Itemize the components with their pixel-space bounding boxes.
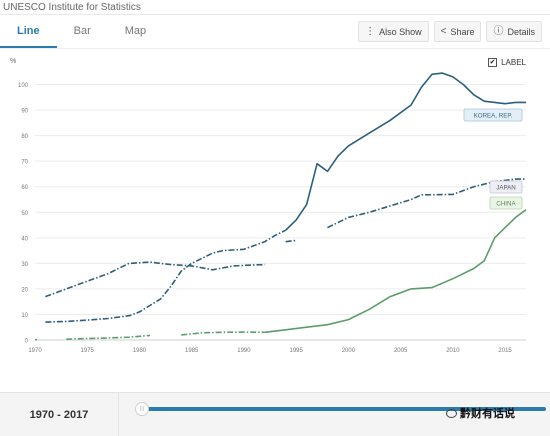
y-tick-label-0: 0: [25, 339, 29, 345]
line-chart: % 0 10 20 30 40 50 60 70 80 90 100 1970 1975 1980 1985 1…: [10, 58, 527, 354]
watermark: 黔财有话说: [446, 405, 515, 421]
app-title: UNESCO Institute for Statistics: [3, 2, 141, 13]
x-tick-label-1995: 1995: [289, 348, 303, 354]
y-tick-label-70: 70: [21, 160, 28, 166]
x-tick-label-1970: 1970: [28, 348, 42, 354]
range-label: 1970 - 2017: [0, 393, 119, 436]
x-tick-label-2005: 2005: [394, 348, 408, 354]
share-label: Share: [450, 26, 475, 37]
series-label-box-korea: [463, 108, 523, 122]
time-range-bar: 1970 - 2017 ||| 黔财有话说: [0, 392, 550, 436]
series-label-korea: KOREA, REP.: [474, 113, 513, 120]
series-line-japan-2: [327, 178, 526, 229]
y-tick-label-90: 90: [21, 109, 28, 115]
series-line-china-3: [264, 209, 527, 334]
series-line-korea-1: [285, 72, 526, 231]
series-line-korea-0: [45, 229, 287, 323]
details-button[interactable]: ⓘ Details: [486, 21, 542, 42]
share-icon: <: [440, 25, 447, 37]
toolbar-actions: ⋮ Also Show < Share ⓘ Details: [358, 21, 542, 42]
range-slider-track[interactable]: [141, 407, 546, 411]
series-label-box-china: [489, 196, 523, 210]
y-tick-label-10: 10: [21, 313, 28, 319]
header-divider: [0, 14, 550, 15]
y-tick-label-100: 100: [18, 83, 29, 89]
chart-panel: % 0 10 20 30 40 50 60 70 80 90 100 1970 1975 1980 1985 1…: [0, 48, 550, 393]
share-button[interactable]: < Share: [433, 21, 482, 42]
label-toggle[interactable]: ✔ LABEL: [488, 58, 526, 67]
series-label-china: CHINA: [496, 201, 516, 208]
series-line-china-2: [181, 331, 265, 336]
x-tick-label-1975: 1975: [81, 348, 95, 354]
watermark-text: 黔财有话说: [460, 408, 515, 420]
view-tabs: Line Bar Map: [0, 15, 163, 48]
series-label-box-japan: [489, 180, 523, 194]
label-toggle-text: LABEL: [501, 58, 526, 67]
y-tick-label-40: 40: [21, 236, 28, 242]
x-tick-label-1985: 1985: [185, 348, 199, 354]
y-tick-label-60: 60: [21, 185, 28, 191]
info-icon: ⓘ: [493, 25, 504, 37]
x-tick-label-2015: 2015: [498, 348, 512, 354]
y-tick-label-30: 30: [21, 262, 28, 268]
y-tick-label-20: 20: [21, 287, 28, 293]
x-tick-label-2000: 2000: [342, 348, 356, 354]
y-tick-label-50: 50: [21, 211, 28, 217]
series-label-japan: JAPAN: [496, 185, 515, 192]
tab-map[interactable]: Map: [124, 25, 147, 37]
label-checkbox[interactable]: ✔: [488, 58, 498, 67]
y-tick-label-80: 80: [21, 134, 28, 140]
tab-line[interactable]: Line: [0, 15, 57, 48]
series-line-japan-1: [285, 239, 297, 243]
series-line-japan-0: [45, 261, 265, 298]
tab-bar[interactable]: Bar: [73, 25, 91, 37]
details-label: Details: [507, 26, 535, 37]
series-line-china-1: [66, 334, 150, 340]
x-tick-label-1980: 1980: [133, 348, 147, 354]
x-tick-label-1990: 1990: [237, 348, 251, 354]
y-axis-unit-label: %: [10, 58, 16, 65]
x-tick-label-2010: 2010: [446, 348, 460, 354]
also-show-label: Also Show: [379, 26, 422, 37]
kebab-menu-icon: ⋮: [365, 25, 376, 37]
wechat-icon: [446, 408, 457, 418]
range-slider-handle[interactable]: |||: [135, 402, 149, 416]
also-show-button[interactable]: ⋮ Also Show: [358, 21, 429, 42]
